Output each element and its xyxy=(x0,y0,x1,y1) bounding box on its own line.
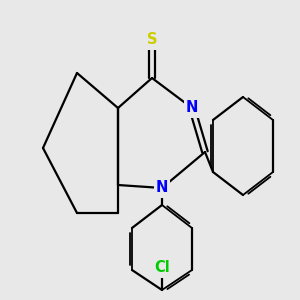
Text: Cl: Cl xyxy=(154,260,170,275)
Text: N: N xyxy=(156,181,168,196)
Text: S: S xyxy=(147,32,157,47)
Text: N: N xyxy=(186,100,198,116)
